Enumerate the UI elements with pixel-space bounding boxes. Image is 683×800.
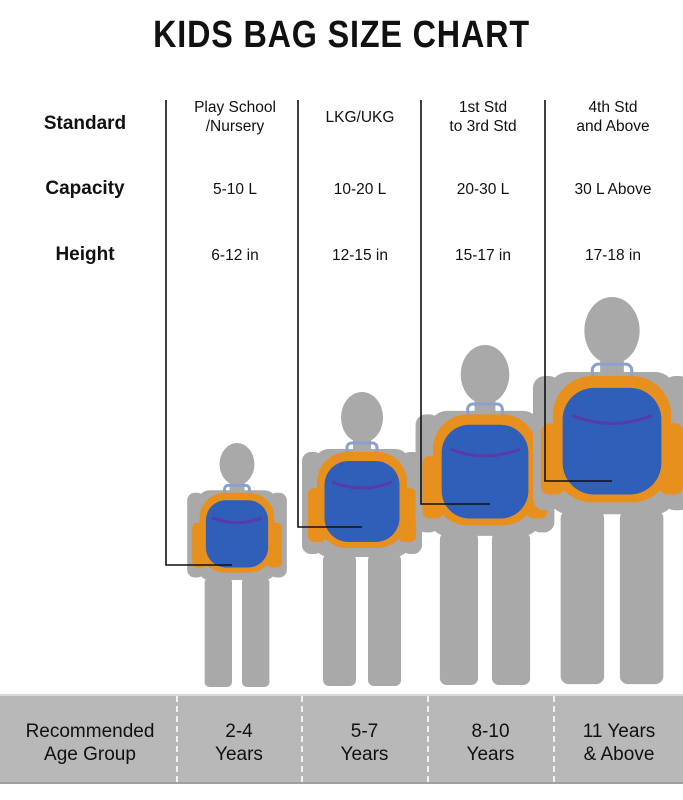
backpack-zipper xyxy=(449,447,521,458)
leader-line xyxy=(165,100,232,566)
capacity-3: 20-30 L xyxy=(456,181,510,198)
child-leg xyxy=(619,510,664,685)
standard-2: LKG/UKG xyxy=(325,109,395,126)
standard-3: 1st Std to 3rd Std xyxy=(449,99,517,135)
divider xyxy=(301,696,303,782)
leader-line xyxy=(420,100,490,505)
height-2: 12-15 in xyxy=(331,247,388,264)
child-head xyxy=(460,345,510,404)
backpack-front-panel xyxy=(441,424,529,519)
age-1: 2-4 Years xyxy=(215,721,263,765)
row-label-standard: Standard xyxy=(43,113,127,134)
row-label-capacity: Capacity xyxy=(45,178,125,199)
backpack-zipper xyxy=(571,414,653,425)
standard-1: Play School /Nursery xyxy=(194,99,276,135)
child-head xyxy=(584,297,640,365)
child-leg xyxy=(204,577,233,688)
backpack-zipper xyxy=(211,516,263,525)
child-head xyxy=(341,392,383,443)
standard-4: 4th Std and Above xyxy=(576,99,650,135)
capacity-1: 5-10 L xyxy=(213,181,257,198)
backpack-front-panel xyxy=(205,500,269,568)
leader-line xyxy=(544,100,612,482)
child-leg xyxy=(560,510,605,685)
row-label-age: Recommended Age Group xyxy=(25,721,155,765)
row-label-height: Height xyxy=(55,244,115,265)
height-3: 15-17 in xyxy=(454,247,511,264)
chart-title: KIDS BAG SIZE CHART xyxy=(153,14,530,56)
age-4: 11 Years & Above xyxy=(582,721,656,765)
capacity-2: 10-20 L xyxy=(333,181,387,198)
capacity-4: 30 L Above xyxy=(574,181,652,198)
child-leg xyxy=(323,554,356,686)
child-leg xyxy=(241,577,270,688)
age-2: 5-7 Years xyxy=(340,721,389,765)
divider xyxy=(176,696,178,782)
child-leg xyxy=(439,532,479,686)
backpack-front-panel xyxy=(324,461,400,542)
height-4: 17-18 in xyxy=(584,247,641,264)
leader-line xyxy=(297,100,362,528)
age-group-band: Recommended Age Group 2-4 Years 5-7 Year… xyxy=(0,694,683,784)
divider xyxy=(553,696,555,782)
backpack-zipper xyxy=(331,480,393,490)
child-neck xyxy=(229,482,245,493)
height-1: 6-12 in xyxy=(211,247,259,264)
age-3: 8-10 Years xyxy=(466,721,515,765)
backpack-front-panel xyxy=(562,387,662,495)
child-leg xyxy=(368,554,401,686)
child-head xyxy=(219,443,255,486)
child-leg xyxy=(491,532,531,686)
divider xyxy=(427,696,429,782)
